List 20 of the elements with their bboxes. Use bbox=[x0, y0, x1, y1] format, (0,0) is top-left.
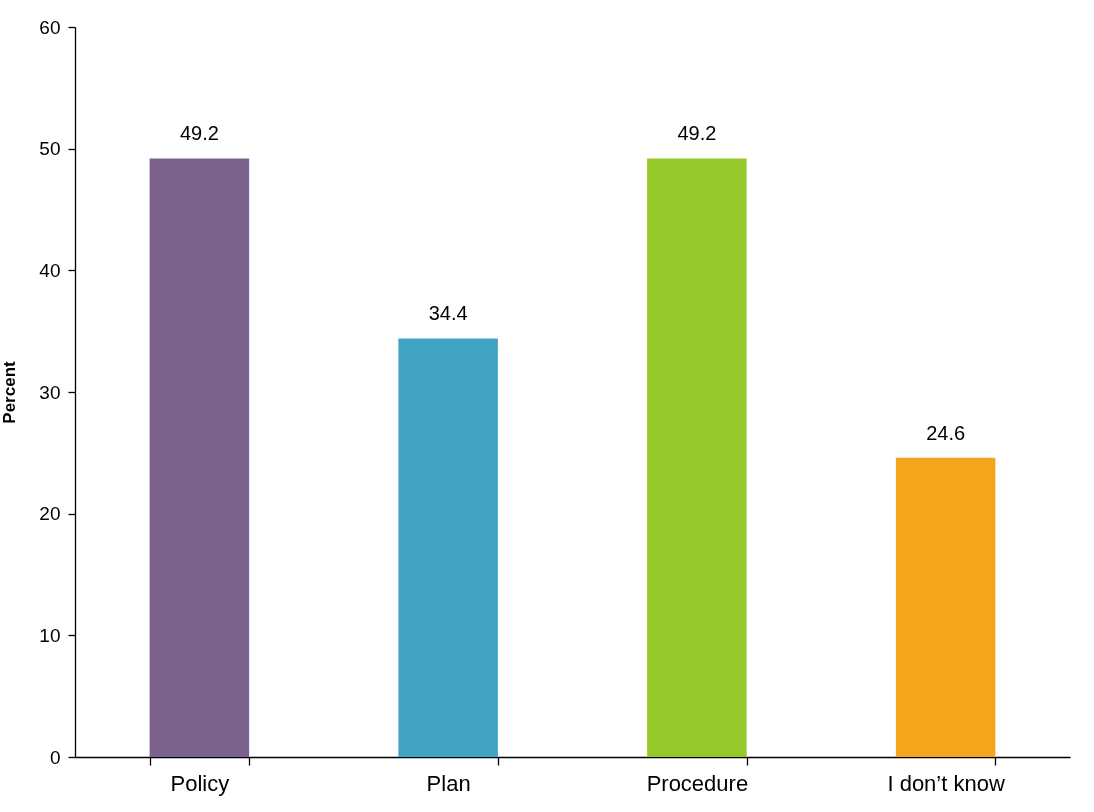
bar bbox=[398, 338, 498, 757]
y-tick-label: 50 bbox=[39, 138, 61, 160]
y-axis-title: Percent bbox=[0, 360, 20, 424]
y-tick-label: 10 bbox=[39, 624, 61, 646]
y-tick-label: 40 bbox=[39, 259, 61, 281]
x-tick-label: Policy bbox=[170, 770, 230, 796]
y-tick-label: 0 bbox=[49, 746, 61, 768]
x-tick-label: I don’t know bbox=[887, 770, 1005, 796]
y-tick-label: 30 bbox=[39, 381, 61, 403]
data-label: 49.2 bbox=[677, 122, 717, 145]
bar bbox=[647, 158, 747, 757]
x-tick-label: Plan bbox=[426, 770, 471, 796]
x-tick-label: Procedure bbox=[646, 770, 749, 796]
bar bbox=[149, 158, 250, 757]
data-label: 49.2 bbox=[179, 122, 219, 145]
data-label: 34.4 bbox=[428, 302, 468, 325]
data-label: 24.6 bbox=[926, 421, 966, 444]
y-tick-label: 60 bbox=[39, 16, 61, 38]
y-tick-label: 20 bbox=[39, 503, 61, 525]
bar bbox=[895, 457, 996, 757]
